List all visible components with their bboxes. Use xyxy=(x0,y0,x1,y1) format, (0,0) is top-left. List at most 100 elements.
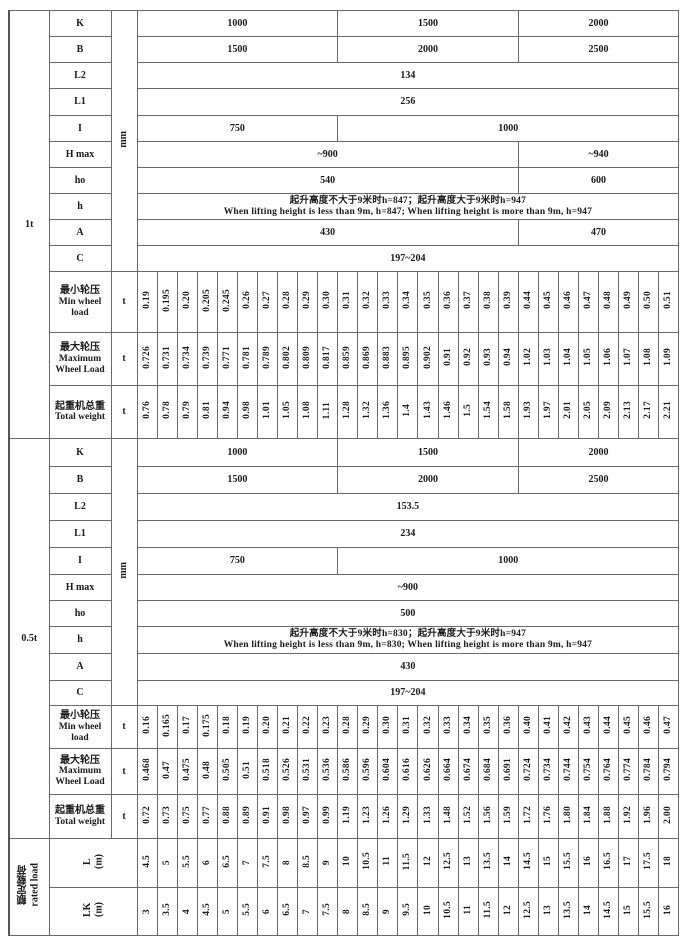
value-cn: 起升高度不大于9米时h=830；起升高度大于9米时h=947 xyxy=(289,629,527,640)
value-cell: 11.5 xyxy=(477,887,499,936)
value-text: 15.5 xyxy=(643,900,654,919)
value-text: 0.35 xyxy=(422,291,433,310)
value-text: 7 xyxy=(302,908,313,914)
value-text: 2.05 xyxy=(583,401,594,420)
value-cell: 1.43 xyxy=(417,385,439,439)
value-text: 0.35 xyxy=(482,716,493,735)
value-cell: 0.93 xyxy=(477,332,499,386)
value-text: 8.5 xyxy=(302,854,313,868)
value-text: 0.175 xyxy=(201,713,212,737)
value-text: 750 xyxy=(229,122,245,134)
value-cell: 0.43 xyxy=(577,705,600,749)
row-label: 最小轮压 Min wheel load xyxy=(48,705,112,749)
value-text: 1.11 xyxy=(322,401,333,419)
row-label-text: A xyxy=(76,226,84,238)
value-cell: 0.23 xyxy=(317,705,339,749)
unit-t: t xyxy=(122,353,126,365)
spec-row-a: A 430 xyxy=(9,653,680,681)
value-text: 0.16 xyxy=(141,716,152,735)
spec-row-l1: L1 234 xyxy=(9,520,680,548)
value-cell: 0.75 xyxy=(176,794,198,839)
value-text: 1.07 xyxy=(623,348,634,367)
value-text: 12.5 xyxy=(442,852,453,871)
value-text: 1500 xyxy=(227,43,248,55)
value-text: 1.04 xyxy=(562,348,573,367)
value-cell: 0.47 xyxy=(156,748,178,795)
value-text: ~900 xyxy=(397,581,418,593)
value-cell: 1.76 xyxy=(537,794,559,839)
value-cell: 9.5 xyxy=(397,887,419,936)
value-cell: 0.859 xyxy=(337,332,359,386)
value-text: 1.28 xyxy=(342,401,353,420)
value-cell: 0.30 xyxy=(377,705,399,749)
value-cell: 0.34 xyxy=(397,271,419,333)
value-text: ~940 xyxy=(588,148,609,160)
value-cell: 0.895 xyxy=(397,332,419,386)
row-label: L (m) xyxy=(48,838,138,888)
value-cell: 0.691 xyxy=(497,748,519,795)
unit-mm: mm xyxy=(118,561,130,579)
row-label-text: B xyxy=(76,43,84,55)
value-text: 0.29 xyxy=(362,716,373,735)
value-text: 4.5 xyxy=(141,854,152,868)
value-text: 10.5 xyxy=(442,900,453,919)
value-text: 4.5 xyxy=(201,903,212,917)
value-text: 0.50 xyxy=(643,291,654,310)
value-cell: 2000 xyxy=(517,438,680,467)
value-text: 1.33 xyxy=(422,805,433,824)
value-text: 0.91 xyxy=(442,348,453,367)
value-cell: 4.5 xyxy=(196,887,218,936)
value-cell: 5 xyxy=(216,887,238,936)
value-cell: 0.604 xyxy=(377,748,399,795)
value-cell: 1000 xyxy=(337,115,680,142)
value-cell: ~900 xyxy=(136,141,519,168)
value-text: 0.78 xyxy=(161,401,172,420)
value-cell: 1.92 xyxy=(618,794,640,839)
value-text: 13 xyxy=(462,856,473,867)
value-cell: 1.33 xyxy=(417,794,439,839)
value-cell: 6.5 xyxy=(276,887,299,936)
value-cell: 1.02 xyxy=(517,332,539,386)
value-text: 2.09 xyxy=(603,401,614,420)
value-text: ~900 xyxy=(317,148,338,160)
rated-load-label-text: 额定载荷 rated load xyxy=(18,863,41,907)
value-cell: 14.5 xyxy=(598,887,620,936)
value-text: 13.5 xyxy=(562,900,573,919)
value-text: 0.28 xyxy=(342,716,353,735)
value-text: 0.902 xyxy=(422,345,433,369)
value-text: 0.44 xyxy=(522,291,533,310)
value-cell: 0.175 xyxy=(196,705,218,749)
value-cell: 0.245 xyxy=(216,271,238,333)
value-cell: 1.59 xyxy=(497,794,519,839)
value-text: 13.5 xyxy=(482,852,493,871)
value-text: 16 xyxy=(583,856,594,867)
value-text: 0.744 xyxy=(562,758,573,782)
value-cell: 1.88 xyxy=(598,794,620,839)
value-cell: 12 xyxy=(417,838,439,888)
value-cell: 0.26 xyxy=(236,271,258,333)
value-cell: 0.97 xyxy=(296,794,319,839)
value-cell: 13 xyxy=(457,838,479,888)
value-text: 0.731 xyxy=(161,345,172,369)
value-text: 0.47 xyxy=(161,760,172,779)
value-text: 2500 xyxy=(588,474,609,486)
value-cell: 2.01 xyxy=(557,385,579,439)
value-cell: 14 xyxy=(577,887,600,936)
value-cell: 8.5 xyxy=(296,838,319,888)
value-cell: 0.32 xyxy=(357,271,379,333)
load-capacity: 0.5t xyxy=(21,632,38,644)
value-cell: 15 xyxy=(618,887,640,936)
value-text: 0.18 xyxy=(221,716,232,735)
value-cell: 0.45 xyxy=(537,271,559,333)
value-text: 1.93 xyxy=(522,401,533,420)
value-cell: 2.21 xyxy=(658,385,680,439)
value-text: 0.626 xyxy=(422,758,433,782)
value-text: 0.869 xyxy=(362,345,373,369)
value-cell: 14 xyxy=(497,838,519,888)
value-text: 0.77 xyxy=(201,805,212,824)
value-cell: 2000 xyxy=(337,466,519,494)
min-wheel-load-row: 最小轮压 Min wheel load t 0.19 0.195 0.20 0.205 0.2… xyxy=(9,271,680,333)
value-text: 3 xyxy=(141,908,152,914)
value-text: 0.41 xyxy=(542,716,553,735)
value-cell: 0.91 xyxy=(256,794,278,839)
